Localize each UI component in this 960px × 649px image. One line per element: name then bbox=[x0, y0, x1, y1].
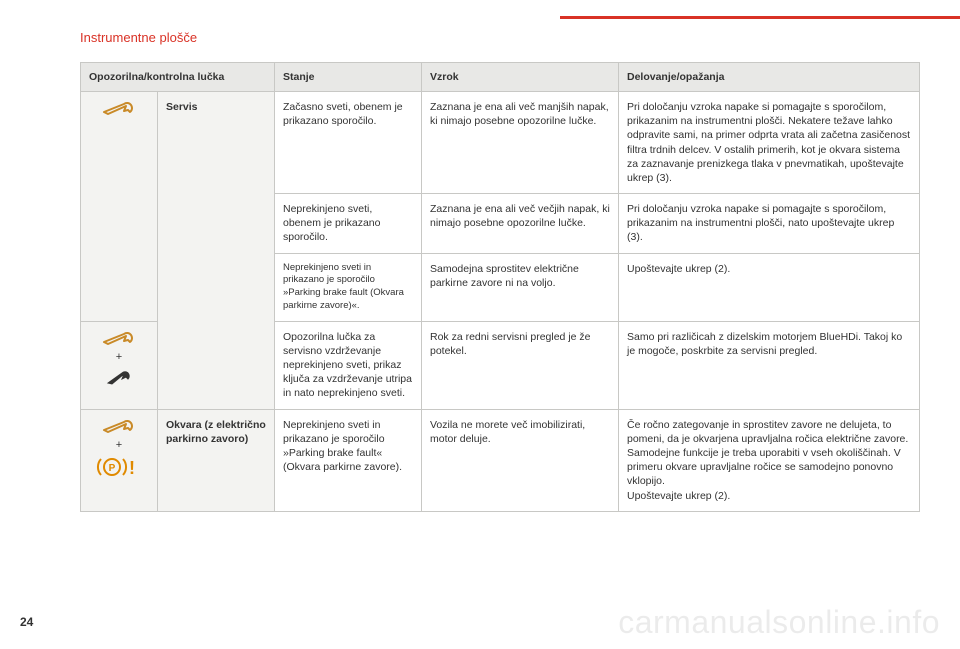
spanner-icon bbox=[104, 367, 134, 387]
servis-state-3: Neprekinjeno sveti in prikazano je sporo… bbox=[275, 253, 422, 321]
wrench-icon bbox=[102, 418, 136, 436]
servis-action-2: Pri določanju vzroka napake si pomagajte… bbox=[619, 194, 920, 254]
servis-action-3: Upoštevajte ukrep (2). bbox=[619, 253, 920, 321]
watermark: carmanualsonline.info bbox=[618, 604, 940, 641]
table-row: Servis Začasno sveti, obenem je prikazan… bbox=[81, 92, 920, 194]
warning-lights-table: Opozorilna/kontrolna lučka Stanje Vzrok … bbox=[80, 62, 920, 512]
okvara-state: Neprekinjeno sveti in prikazano je sporo… bbox=[275, 409, 422, 511]
plus-icon: + bbox=[89, 438, 149, 453]
servis-name-cell: Servis bbox=[158, 92, 275, 410]
svg-text:P: P bbox=[109, 463, 116, 474]
servis-cause-4: Rok za redni servisni pregled je že pote… bbox=[422, 321, 619, 409]
okvara-name-cell: Okvara (z električno parkirno zavoro) bbox=[158, 409, 275, 511]
servis-state-4: Opozorilna lučka za servisno vzdrževanje… bbox=[275, 321, 422, 409]
servis-cause-2: Zaznana je ena ali več večjih napak, ki … bbox=[422, 194, 619, 254]
col-header-light: Opozorilna/kontrolna lučka bbox=[81, 63, 275, 92]
wrench-icon bbox=[102, 100, 136, 118]
servis-state-1: Začasno sveti, obenem je prikazano sporo… bbox=[275, 92, 422, 194]
col-header-state: Stanje bbox=[275, 63, 422, 92]
servis-icon-cell-2: + bbox=[81, 321, 158, 409]
okvara-icon-cell: + P ! bbox=[81, 409, 158, 511]
col-header-cause: Vzrok bbox=[422, 63, 619, 92]
svg-text:!: ! bbox=[129, 458, 135, 478]
servis-action-1: Pri določanju vzroka napake si pomagajte… bbox=[619, 92, 920, 194]
wrench-icon bbox=[102, 330, 136, 348]
plus-icon: + bbox=[89, 350, 149, 365]
page-number: 24 bbox=[20, 615, 33, 629]
table-row: + P ! Okvara (z električno parkirno zavo… bbox=[81, 409, 920, 511]
okvara-action: Če ročno zategovanje in sprostitev zavor… bbox=[619, 409, 920, 511]
section-title: Instrumentne plošče bbox=[80, 30, 197, 45]
table-header-row: Opozorilna/kontrolna lučka Stanje Vzrok … bbox=[81, 63, 920, 92]
park-brake-icon: P ! bbox=[89, 455, 149, 483]
servis-cause-1: Zaznana je ena ali več manjših napak, ki… bbox=[422, 92, 619, 194]
servis-cause-3: Samodejna sprostitev električne parkirne… bbox=[422, 253, 619, 321]
servis-icon-cell-1 bbox=[81, 92, 158, 322]
top-accent-bar bbox=[560, 16, 960, 19]
servis-state-2: Neprekinjeno sveti, obenem je prikazano … bbox=[275, 194, 422, 254]
col-header-action: Delovanje/opažanja bbox=[619, 63, 920, 92]
servis-action-4: Samo pri različicah z dizelskim motorjem… bbox=[619, 321, 920, 409]
okvara-cause: Vozila ne morete več imobilizirati, moto… bbox=[422, 409, 619, 511]
